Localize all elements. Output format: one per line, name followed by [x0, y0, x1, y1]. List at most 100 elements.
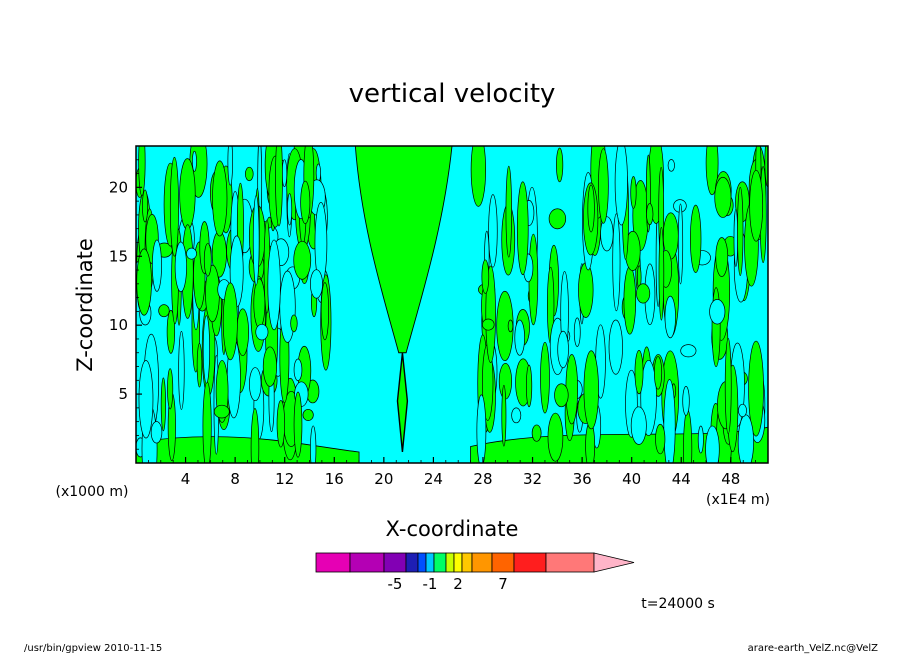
contour-blob — [516, 181, 529, 275]
contour-blob — [142, 189, 149, 223]
contour-blob — [598, 148, 609, 224]
contour-blob — [714, 176, 732, 218]
contour-blob — [514, 319, 525, 356]
colorbar-segment — [453, 552, 463, 573]
contour-blob — [290, 314, 298, 333]
contour-blob — [310, 425, 317, 463]
contour-blob — [556, 147, 564, 183]
contour-blob — [583, 350, 599, 430]
contour-blob — [178, 331, 185, 410]
y-tick-label: 15 — [109, 247, 128, 265]
x-tick-label: 36 — [573, 470, 592, 488]
contour-blob — [548, 208, 567, 230]
contour-blob — [653, 356, 663, 390]
y-tick-label: 5 — [118, 385, 128, 403]
colorbar-segment — [349, 552, 385, 573]
contour-blob — [196, 343, 203, 388]
colorbar-segment — [491, 552, 515, 573]
x-tick-label: 24 — [424, 470, 443, 488]
colorbar-segment — [405, 552, 419, 573]
contour-blob — [507, 319, 514, 333]
contour-blob — [293, 240, 312, 280]
contour-blob — [262, 346, 278, 387]
contour-blob — [253, 278, 266, 329]
y-tick-label: 20 — [109, 178, 128, 196]
contour-blob — [267, 239, 281, 331]
contour-blob — [150, 421, 163, 444]
contour-blob — [275, 146, 283, 227]
contour-blob — [655, 423, 666, 455]
contour-blob — [485, 265, 496, 363]
contour-blob — [573, 317, 581, 347]
y-axis-label: Z-coordinate — [73, 238, 97, 372]
contour-blob — [276, 400, 286, 448]
colorbar-segment — [545, 552, 595, 573]
chart-title: vertical velocity — [349, 79, 556, 109]
contour-blob — [614, 146, 628, 226]
x-tick-label: 44 — [672, 470, 691, 488]
colorbar-segment — [417, 552, 427, 573]
contour-blob — [525, 364, 533, 408]
y-tick-label: 10 — [109, 316, 128, 334]
contour-blob — [682, 386, 690, 416]
colorbar: -5 -1 2 7 — [315, 552, 635, 593]
contour-blob — [250, 408, 260, 463]
contour-blob — [222, 282, 238, 361]
contour-blob — [151, 239, 162, 292]
x-tick-label: 8 — [230, 470, 240, 488]
colorbar-segment — [513, 552, 547, 573]
contour-blob — [138, 360, 154, 439]
contour-blob — [531, 424, 542, 442]
x-tick-label: 40 — [622, 470, 641, 488]
colorbar-tick-label: -1 — [423, 575, 438, 593]
contour-blob — [749, 169, 764, 242]
contour-blob — [748, 340, 764, 437]
contour-blob — [174, 241, 187, 293]
contour-blob — [680, 344, 697, 358]
contour-blob — [646, 203, 654, 226]
contour-blob — [138, 146, 146, 196]
footer-left: /usr/bin/gpview 2010-11-15 — [24, 643, 162, 654]
contour-blob — [287, 193, 293, 226]
x-tick-label: 12 — [275, 470, 294, 488]
contour-blob — [470, 146, 486, 207]
contour-blob — [737, 414, 754, 463]
contour-blob — [476, 394, 487, 463]
colorbar-segment — [471, 552, 493, 573]
contour-blob — [630, 176, 637, 209]
contour-blob — [310, 269, 323, 299]
colorbar-tick-label: -5 — [388, 575, 403, 593]
plume-contour — [354, 146, 453, 354]
footer-right: arare-earth_VelZ.nc@VelZ — [748, 643, 879, 654]
contour-blob — [623, 266, 637, 335]
x-axis: 4 8 12 16 20 24 28 32 36 40 44 48 — [147, 457, 757, 488]
colorbar-segment — [445, 552, 455, 573]
colorbar-segment — [315, 552, 351, 573]
contour-blob — [557, 330, 569, 369]
contour-blob — [169, 156, 179, 257]
colorbar-tick-label: 2 — [453, 575, 463, 593]
contour-blob — [212, 160, 228, 237]
y-axis: 5 10 15 20 — [109, 159, 142, 450]
contour-fills — [136, 146, 768, 463]
contour-blob — [709, 299, 726, 325]
contour-blob — [302, 408, 314, 421]
contour-blob — [664, 295, 676, 339]
contour-blob — [547, 412, 564, 462]
contour-blob — [167, 368, 174, 410]
contour-blob — [136, 248, 152, 316]
time-label: t=24000 s — [641, 596, 715, 612]
contour-blob — [315, 163, 321, 183]
contour-blob — [658, 226, 665, 321]
contour-blob — [705, 425, 720, 463]
contour-blob — [227, 146, 233, 186]
contour-blob — [244, 166, 254, 182]
contour-blob — [636, 283, 651, 304]
contour-blob — [236, 308, 249, 357]
contour-blob — [690, 204, 702, 273]
colorbar-segment — [461, 552, 473, 573]
contour-blob — [554, 383, 569, 408]
contour-blob — [481, 259, 490, 294]
contour-blob — [505, 165, 512, 258]
